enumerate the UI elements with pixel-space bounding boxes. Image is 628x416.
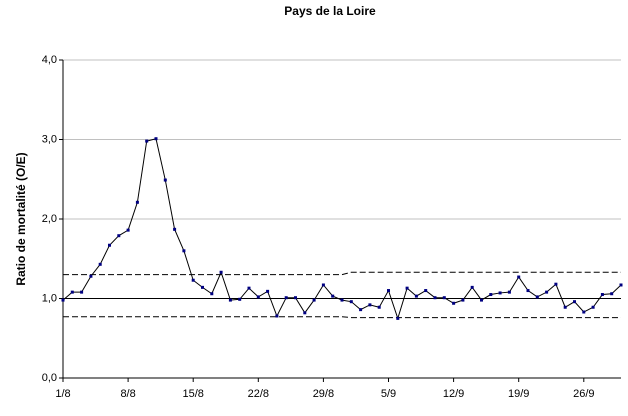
point (424, 289, 428, 293)
x-tick-label: 12/9 (443, 388, 464, 400)
point (238, 297, 242, 301)
point (498, 291, 502, 295)
point (61, 298, 65, 302)
point (480, 298, 483, 302)
point (126, 228, 130, 232)
point (108, 243, 111, 247)
point (368, 303, 372, 307)
point (145, 139, 149, 143)
point (247, 286, 251, 290)
point (470, 285, 474, 289)
x-tick-label: 29/8 (313, 388, 334, 400)
point (377, 305, 381, 309)
point (405, 286, 409, 290)
x-tick-label: 22/8 (248, 388, 269, 400)
point (573, 300, 576, 304)
point (228, 298, 232, 302)
point (163, 178, 167, 182)
lower-limit (63, 316, 621, 319)
point (70, 290, 74, 294)
point (517, 275, 521, 279)
point (610, 292, 614, 296)
y-tick-label: 0,0 (42, 372, 57, 384)
point (563, 305, 567, 309)
x-tick-label: 19/9 (508, 388, 529, 400)
point (154, 137, 158, 141)
point (201, 285, 204, 289)
point (321, 283, 325, 287)
point (117, 234, 121, 238)
point (545, 290, 549, 294)
point (303, 311, 307, 315)
y-tick-label: 1,0 (42, 292, 57, 304)
chart-title: Pays de la Loire (284, 4, 376, 18)
y-axis-label: Ratio de mortalité (O/E) (14, 152, 28, 285)
point (349, 300, 353, 304)
point (98, 262, 102, 266)
point (312, 298, 316, 302)
point (433, 296, 437, 300)
x-tick-label: 26/9 (573, 388, 594, 400)
upper-limit (63, 271, 621, 276)
point (582, 310, 586, 314)
point (600, 293, 604, 297)
point (489, 293, 493, 297)
y-tick-label: 2,0 (42, 213, 57, 225)
point (526, 289, 530, 293)
point (89, 274, 93, 278)
point (359, 308, 363, 312)
x-tick-label: 1/8 (55, 388, 70, 400)
point (507, 290, 511, 294)
x-tick-label: 8/8 (120, 388, 135, 400)
point (535, 295, 539, 299)
point (135, 200, 139, 204)
point (452, 301, 456, 305)
point (210, 292, 214, 296)
point (256, 295, 260, 299)
point (461, 298, 465, 302)
series-line (62, 138, 622, 321)
point (275, 314, 279, 318)
point (387, 289, 390, 293)
point (331, 294, 335, 298)
point (266, 289, 270, 293)
x-tick-label: 5/9 (381, 388, 396, 400)
point (414, 294, 418, 298)
point (284, 296, 288, 300)
point (442, 296, 446, 300)
point (396, 316, 400, 320)
point (591, 305, 595, 309)
x-tick-label: 15/8 (182, 388, 203, 400)
point (619, 283, 623, 287)
point (191, 278, 195, 282)
point (294, 296, 297, 300)
y-tick-label: 4,0 (42, 54, 57, 66)
point (554, 282, 558, 286)
point (340, 298, 344, 302)
point (80, 290, 84, 294)
point (219, 270, 223, 274)
point (173, 227, 177, 231)
point (182, 249, 186, 253)
y-tick-label: 3,0 (42, 133, 57, 145)
